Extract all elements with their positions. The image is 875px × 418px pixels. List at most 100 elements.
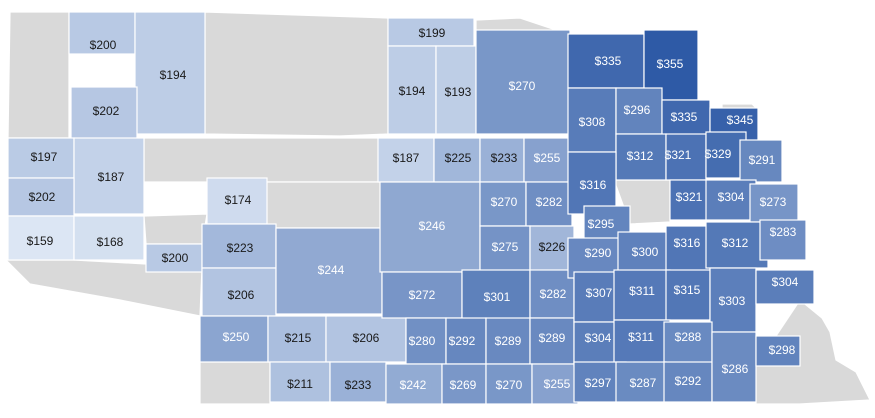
county-no-data: [143, 213, 208, 245]
county-value-label: $225: [445, 151, 472, 165]
county-value-label: $270: [491, 195, 518, 209]
county-region: [567, 87, 617, 153]
county-region: [669, 179, 711, 221]
county-value-label: $174: [225, 193, 252, 207]
county-region: [199, 315, 269, 363]
county-value-label: $272: [409, 288, 436, 302]
county-region: [485, 317, 531, 365]
county-region: [523, 137, 573, 183]
county-region: [381, 271, 463, 319]
county-value-label: $215: [285, 331, 312, 345]
county-region: [433, 137, 481, 183]
county-value-label: $329: [705, 147, 732, 161]
county-value-label: $287: [630, 376, 657, 390]
county-region: [68, 11, 136, 55]
county-value-label: $300: [632, 245, 659, 259]
county-value-label: $187: [393, 151, 420, 165]
county-region: [711, 331, 757, 403]
county-value-label: $283: [770, 225, 797, 239]
county-value-label: $288: [675, 330, 702, 344]
county-value-label: $291: [749, 153, 776, 167]
county-value-label: $200: [162, 251, 189, 265]
county-region: [134, 11, 206, 135]
county-no-data: [7, 11, 70, 139]
county-value-label: $311: [628, 330, 654, 344]
county-value-label: $292: [675, 374, 702, 388]
county-value-label: $315: [674, 283, 701, 297]
county-region: [435, 45, 477, 135]
county-region: [663, 361, 713, 403]
county-region: [665, 133, 707, 181]
county-region: [385, 363, 443, 405]
county-value-label: $194: [399, 84, 426, 98]
county-value-label: $297: [585, 376, 612, 390]
county-value-label: $292: [449, 334, 476, 348]
county-region: [7, 177, 75, 217]
county-region: [749, 183, 799, 223]
county-value-label: $273: [760, 195, 787, 209]
county-value-label: $197: [31, 150, 58, 164]
county-region: [615, 87, 663, 135]
county-value-label: $194: [160, 68, 187, 82]
county-value-label: $211: [287, 377, 313, 391]
county-value-label: $298: [769, 343, 796, 357]
county-region: [663, 321, 713, 365]
county-region: [759, 219, 807, 261]
county-value-label: $269: [450, 378, 477, 392]
county-value-label: $244: [318, 263, 345, 277]
county-value-label: $295: [588, 217, 615, 231]
county-region: [567, 33, 645, 89]
county-value-label: $301: [484, 290, 511, 304]
county-value-label: $159: [27, 234, 54, 248]
county-value-label: $202: [93, 104, 120, 118]
county-value-label: $311: [629, 284, 655, 298]
county-no-data: [4, 259, 203, 317]
county-value-label: $296: [624, 103, 651, 117]
county-no-data: [265, 181, 383, 229]
county-region: [479, 181, 527, 227]
county-region: [73, 215, 145, 261]
county-value-label: $307: [586, 286, 613, 300]
county-value-label: $303: [719, 294, 746, 308]
county-region: [567, 151, 617, 215]
county-value-label: $206: [228, 288, 255, 302]
county-value-label: $223: [227, 241, 254, 255]
county-value-label: $270: [509, 79, 536, 93]
county-value-label: $270: [496, 378, 523, 392]
county-value-label: $321: [665, 148, 692, 162]
county-region: [73, 137, 145, 215]
county-value-label: $187: [98, 170, 125, 184]
county-value-label: $316: [674, 236, 701, 250]
county-region: [529, 269, 575, 319]
county-value-label: $345: [727, 113, 754, 127]
county-region: [485, 363, 533, 405]
county-region: [267, 315, 327, 363]
county-no-data: [204, 11, 389, 137]
county-value-label: $202: [29, 190, 56, 204]
county-region: [705, 221, 769, 269]
county-no-data: [199, 361, 271, 405]
county-region: [387, 17, 475, 47]
county-region: [7, 215, 75, 261]
county-region: [329, 361, 387, 403]
county-region: [755, 335, 801, 367]
county-value-label: $199: [419, 26, 446, 40]
county-value-label: $355: [657, 57, 684, 71]
county-value-label: $312: [722, 236, 749, 250]
county-region: [531, 363, 579, 405]
county-region: [479, 137, 525, 183]
county-value-label: $289: [539, 331, 566, 345]
county-value-label: $250: [223, 330, 250, 344]
county-layer: [4, 11, 871, 405]
county-region: [475, 29, 571, 135]
county-value-label: $286: [722, 362, 749, 376]
county-value-label: $233: [345, 378, 372, 392]
county-region: [441, 363, 487, 405]
county-region: [739, 139, 783, 183]
county-value-label: $316: [580, 178, 607, 192]
county-value-label: $280: [409, 334, 436, 348]
county-value-label: $226: [539, 240, 566, 254]
county-value-label: $282: [536, 195, 563, 209]
county-value-label: $242: [400, 378, 427, 392]
